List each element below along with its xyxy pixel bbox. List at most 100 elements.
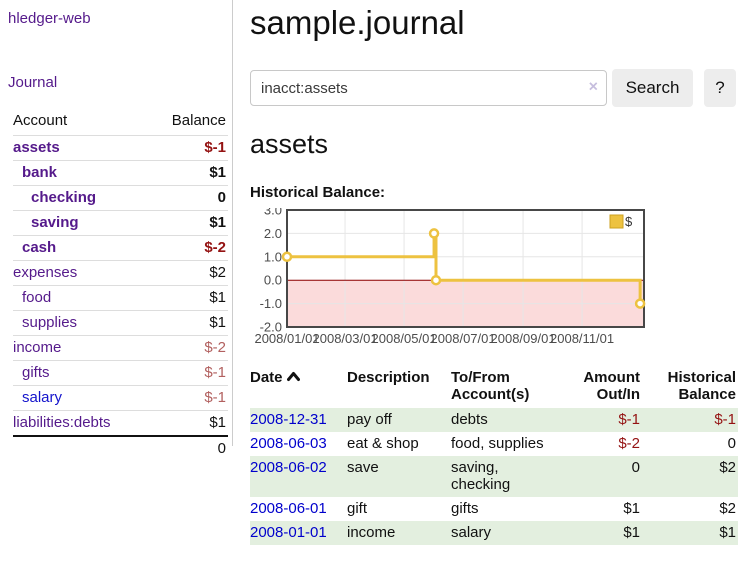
account-name-cell: saving: [13, 211, 149, 236]
account-link[interactable]: income: [13, 339, 62, 356]
x-tick-label: 2008/03/01: [313, 331, 378, 346]
txn-accounts: gifts: [451, 500, 479, 517]
txn-accounts: saving, checking: [451, 459, 511, 493]
txn-date-cell: 2008-06-02: [250, 456, 347, 497]
account-link[interactable]: checking: [31, 189, 97, 206]
accounts-header-row: Account Balance: [13, 108, 228, 136]
register-row: 2008-01-01 income salary $1 $1: [250, 521, 738, 545]
txn-date-cell: 2008-06-03: [250, 432, 347, 456]
account-balance: $-1: [204, 364, 226, 381]
register-row: 2008-06-03 eat & shop food, supplies $-2 0: [250, 432, 738, 456]
txn-accounts: debts: [451, 411, 488, 428]
account-name-cell: expenses: [13, 261, 149, 286]
account-link[interactable]: salary: [22, 389, 63, 406]
account-link[interactable]: expenses: [13, 264, 78, 281]
txn-description: income: [347, 524, 396, 541]
search-input-wrap: ×: [250, 70, 607, 106]
y-tick-label: 1.0: [264, 249, 282, 264]
txn-date-link[interactable]: 2008-12-31: [250, 411, 327, 428]
register-col-balance: Historical Balance: [667, 369, 736, 403]
account-row: food $1: [13, 285, 228, 311]
x-tick-label: 2008/11/01: [550, 331, 614, 346]
page-title: sample.journal: [250, 4, 465, 41]
account-row: supplies $1: [13, 310, 228, 336]
register-row: 2008-06-01 gift gifts $1 $2: [250, 497, 738, 521]
x-tick-label: 2008/05/01: [372, 331, 437, 346]
data-point-marker: [430, 274, 442, 286]
txn-date-link[interactable]: 2008-06-03: [250, 435, 327, 452]
sidebar: hledger-web Journal Account Balance asse…: [0, 0, 233, 457]
account-name-cell: gifts: [13, 361, 149, 386]
account-name-cell: supplies: [13, 311, 149, 336]
app-title-link[interactable]: hledger-web: [8, 10, 91, 27]
x-tick-label: 2008/01/01: [254, 331, 319, 346]
register-col-date[interactable]: Date: [250, 366, 347, 408]
main-content: sample.journal × Search ? assets Histori…: [250, 0, 742, 545]
account-link[interactable]: saving: [31, 214, 79, 231]
accounts-table: Account Balance assets $-1 bank $1 checking 0…: [13, 108, 228, 461]
historical-balance-chart-svg: $3.0 2.0 1.0 0.0 -1.0 -2.02008/01/012008/03/0…: [254, 203, 646, 346]
search-form: × Search ?: [250, 69, 738, 107]
data-point-marker: [281, 251, 293, 263]
account-link[interactable]: gifts: [22, 364, 50, 381]
historical-balance-chart[interactable]: $3.0 2.0 1.0 0.0 -1.0 -2.0 2008/01/01 2008/03/0…: [250, 203, 692, 348]
account-balance: $1: [209, 314, 226, 331]
register-row: 2008-06-02 save saving, checking 0 $2: [250, 456, 738, 497]
account-row: gifts $-1: [13, 360, 228, 386]
account-name-cell: bank: [13, 161, 149, 186]
txn-date-link[interactable]: 2008-01-01: [250, 524, 327, 541]
txn-amount: $1: [623, 500, 640, 517]
txn-description: save: [347, 459, 379, 476]
txn-description: pay off: [347, 411, 392, 428]
txn-accounts: food, supplies: [451, 435, 544, 452]
account-row: cash $-2: [13, 235, 228, 261]
account-row: liabilities:debts $1: [13, 410, 228, 437]
register-header-row: Date Description To/From Account(s) Amou…: [250, 366, 738, 408]
clear-search-icon[interactable]: ×: [588, 78, 598, 96]
account-row: income $-2: [13, 335, 228, 361]
account-name-cell: salary: [13, 386, 149, 411]
sidebar-item-journal[interactable]: Journal: [8, 74, 58, 91]
account-balance: $-1: [204, 139, 226, 156]
txn-balance: $1: [719, 524, 736, 541]
account-name-cell: food: [13, 286, 149, 311]
search-input[interactable]: [250, 70, 607, 106]
search-button[interactable]: Search: [612, 69, 693, 107]
legend-label: $: [625, 214, 633, 229]
txn-date-cell: 2008-12-31: [250, 408, 347, 432]
account-row: checking 0: [13, 185, 228, 211]
accounts-col-account: Account: [13, 112, 68, 129]
account-balance: 0: [217, 189, 226, 206]
accounts-col-balance: Balance: [171, 112, 226, 129]
data-point-marker: [634, 298, 646, 309]
txn-balance: $-1: [714, 411, 736, 428]
txn-date-link[interactable]: 2008-06-02: [250, 459, 327, 476]
help-button[interactable]: ?: [704, 69, 736, 107]
chart-title: Historical Balance:: [250, 184, 386, 201]
account-balance: $1: [209, 164, 226, 181]
account-row: assets $-1: [13, 135, 228, 161]
account-link[interactable]: assets: [13, 139, 60, 156]
txn-date-link[interactable]: 2008-06-01: [250, 500, 327, 517]
y-tick-label: 0.0: [264, 273, 282, 288]
account-link[interactable]: liabilities:debts: [13, 414, 111, 431]
account-link[interactable]: food: [22, 289, 52, 306]
account-balance: $1: [209, 214, 226, 231]
account-balance: $-2: [204, 339, 226, 356]
register-row: 2008-12-31 pay off debts $-1 $-1: [250, 408, 738, 432]
txn-balance: $2: [719, 459, 736, 476]
account-link[interactable]: supplies: [22, 314, 78, 331]
register-table: Date Description To/From Account(s) Amou…: [250, 366, 738, 545]
account-link[interactable]: cash: [22, 239, 57, 256]
account-link[interactable]: bank: [22, 164, 58, 181]
txn-accounts: salary: [451, 524, 492, 541]
account-balance: $-2: [204, 239, 226, 256]
x-tick-label: 2008/09/01: [491, 331, 556, 346]
account-row: expenses $2: [13, 260, 228, 286]
register-col-amount: Amount Out/In: [583, 369, 640, 403]
account-balance: $1: [209, 414, 226, 431]
account-name-cell: assets: [13, 136, 149, 161]
txn-balance: $2: [719, 500, 736, 517]
txn-amount: $-1: [618, 411, 640, 428]
account-name-cell: cash: [13, 236, 149, 261]
